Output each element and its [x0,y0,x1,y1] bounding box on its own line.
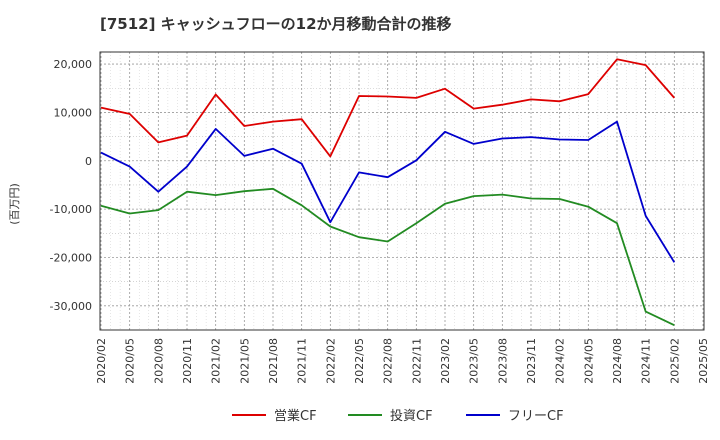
x-tick-label: 2022/05 [353,338,366,384]
x-tick-label: 2021/02 [210,338,223,384]
grid-lines [100,52,704,330]
x-tick-label: 2021/11 [296,338,309,384]
y-tick-label: -10,000 [50,203,92,216]
y-tick-label: 10,000 [54,106,93,119]
chart-title: [7512] キャッシュフローの12か月移動合計の推移 [100,15,452,33]
x-axis-ticks: 2020/02 2020/05 2020/08 2020/11 2021/02 2021/… [95,338,710,384]
x-tick-label: 2024/08 [611,338,624,384]
x-tick-label: 2024/11 [640,338,653,384]
y-tick-label: 0 [85,155,92,168]
legend: 営業CF 投資CF フリーCF [232,408,564,424]
y-axis-ticks: 20,000 10,000 0 -10,000 -20,000 -30,000 [50,58,92,313]
x-tick-label: 2020/02 [95,338,108,384]
x-tick-label: 2023/02 [439,338,452,384]
plot-area-frame [99,51,705,331]
x-tick-label: 2020/08 [152,338,165,384]
x-tick-label: 2024/05 [582,338,595,384]
x-tick-label: 2020/11 [181,338,194,384]
x-tick-label: 2023/05 [468,338,481,384]
x-tick-label: 2022/02 [324,338,337,384]
x-tick-label: 2025/05 [697,338,710,384]
series-line-投資CF [100,187,675,327]
legend-label: 営業CF [274,408,317,424]
legend-label: 投資CF [390,408,433,424]
x-tick-label: 2023/11 [525,338,538,384]
series-line-営業CF [100,58,675,158]
y-tick-label: -30,000 [50,300,92,313]
series-lines [100,58,676,327]
x-tick-label: 2023/08 [496,338,509,384]
x-tick-label: 2021/08 [267,338,280,384]
y-tick-label: -20,000 [50,251,92,264]
legend-label: フリーCF [508,409,564,424]
x-tick-label: 2021/05 [238,338,251,384]
x-tick-label: 2022/11 [410,338,423,384]
x-tick-label: 2022/08 [382,338,395,384]
x-tick-label: 2025/02 [668,338,681,384]
x-tick-label: 2020/05 [124,338,137,384]
y-tick-label: 20,000 [54,58,93,71]
series-line-フリーCF [100,120,676,263]
x-tick-label: 2024/02 [554,338,567,384]
y-axis-label: (百万円) [8,183,21,225]
